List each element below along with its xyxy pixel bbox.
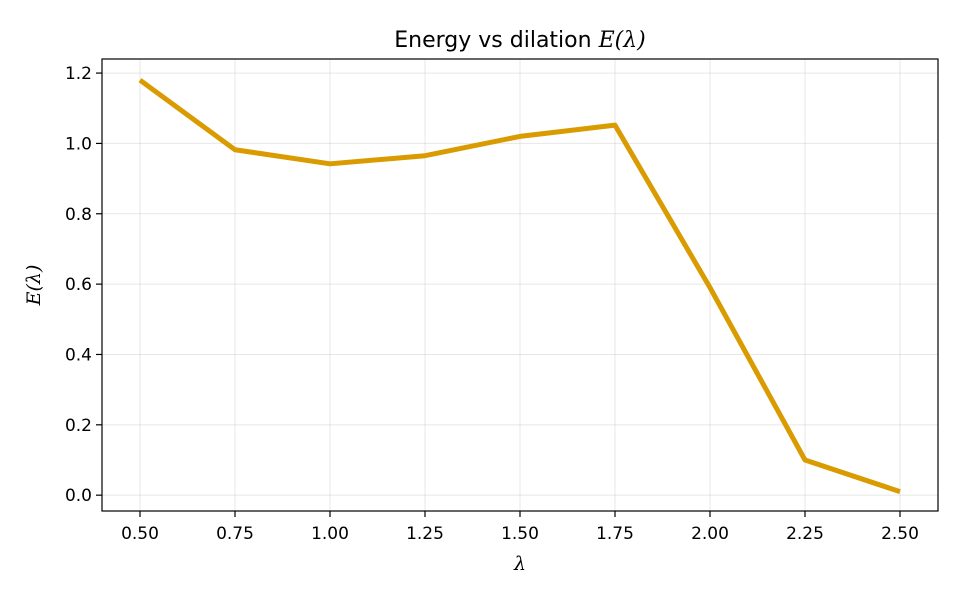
- tick-layer: 0.50 0.75 1.00 1.25 1.50 1.75 2.00 2.25 2.50 0.0 0…: [65, 64, 919, 544]
- y-tick-label: 0.2: [65, 416, 92, 436]
- x-tick-label: 1.50: [501, 524, 539, 544]
- y-tick-label: 0.4: [65, 345, 92, 365]
- x-tick-label: 2.00: [691, 524, 729, 544]
- y-tick-label: 0.6: [65, 275, 92, 295]
- y-tick-label: 0.0: [65, 486, 92, 506]
- x-tick-label: 2.25: [786, 524, 824, 544]
- x-tick-label: 1.75: [596, 524, 634, 544]
- x-tick-label: 1.00: [311, 524, 349, 544]
- y-tick-label: 0.8: [65, 205, 92, 225]
- x-axis-label: λ: [513, 553, 526, 575]
- y-tick-label: 1.2: [65, 64, 92, 84]
- x-tick-label: 2.50: [881, 524, 919, 544]
- y-axis-label: E(λ): [23, 265, 45, 307]
- y-tick-label: 1.0: [65, 134, 92, 154]
- series-layer: [138, 78, 901, 495]
- series-line: [138, 78, 901, 495]
- x-tick-label: 1.25: [406, 524, 444, 544]
- chart-title: Energy vs dilation E(λ): [394, 28, 645, 53]
- grid-layer: [102, 59, 938, 511]
- x-tick-label: 0.50: [121, 524, 159, 544]
- x-tick-label: 0.75: [216, 524, 254, 544]
